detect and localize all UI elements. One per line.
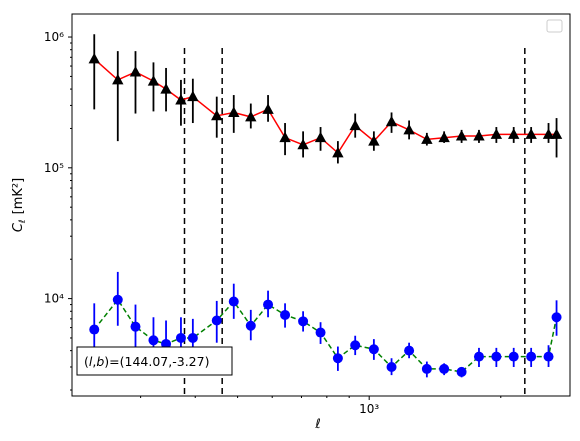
- series-1-point: [526, 351, 537, 362]
- series-0-point: [279, 131, 291, 143]
- series-layer: [88, 34, 563, 378]
- series-0-point: [245, 110, 257, 122]
- series-1-point: [386, 361, 397, 372]
- series-0: [88, 34, 563, 164]
- y-axis-label: Cℓ [mK²]: [11, 178, 28, 232]
- annotation-box: [76, 346, 233, 376]
- series-1: [89, 271, 562, 378]
- series-0-point: [508, 128, 520, 139]
- series-0-point: [297, 138, 309, 150]
- x-axis: 10³: [140, 396, 502, 416]
- series-1-point: [543, 351, 554, 362]
- series-1-point: [228, 296, 239, 307]
- series-1-point: [112, 294, 123, 305]
- series-0-point: [490, 128, 503, 139]
- series-0-point: [421, 133, 433, 144]
- series-1-point: [315, 327, 326, 338]
- y-axis-label-main: C: [11, 222, 26, 232]
- legend: [546, 19, 563, 33]
- series-0-point: [550, 128, 563, 139]
- x-tick-label: 10³: [359, 402, 379, 416]
- y-axis: 10⁴ 10⁵ 10⁶: [44, 30, 72, 391]
- series-0-point: [112, 73, 124, 85]
- annotation: (l,b)=(144.07,-3.27): [76, 346, 233, 376]
- series-0-point: [455, 130, 468, 141]
- series-0-point: [332, 146, 344, 158]
- series-0-point: [129, 66, 142, 77]
- series-1-point: [161, 338, 172, 349]
- y-axis-label-unit: [mK²]: [11, 178, 26, 215]
- series-0-point: [368, 135, 380, 146]
- series-0-point: [542, 128, 555, 139]
- series-1-point: [130, 321, 141, 332]
- series-1-point: [551, 312, 562, 323]
- plot-frame: [71, 13, 571, 397]
- series-0-point: [88, 52, 100, 64]
- legend-box: [546, 19, 563, 33]
- annotation-text: (l,b)=(144.07,-3.27): [84, 354, 209, 369]
- series-1-point: [89, 324, 100, 335]
- series-0-point: [349, 119, 361, 131]
- series-1-point: [211, 315, 222, 326]
- y-tick-label: 10⁵: [44, 161, 64, 175]
- series-1-point: [508, 351, 519, 362]
- series-1-line: [93, 298, 558, 373]
- series-1-point: [421, 363, 432, 374]
- series-1-point: [491, 351, 502, 362]
- series-1-point: [148, 335, 159, 346]
- y-tick-label: 10⁶: [44, 30, 64, 44]
- series-1-point: [368, 344, 379, 355]
- series-1-point: [298, 316, 309, 327]
- series-0-point: [211, 109, 223, 121]
- series-0-line: [93, 58, 557, 155]
- series-1-point: [245, 320, 256, 331]
- series-1-point: [456, 366, 467, 377]
- series-0-point: [187, 90, 199, 102]
- series-0-point: [262, 103, 274, 114]
- series-1-point: [439, 363, 450, 374]
- series-0-point: [147, 75, 160, 86]
- series-1-point: [350, 340, 361, 351]
- annotation-b: b: [96, 354, 104, 369]
- y-axis-label-sub: ℓ: [18, 219, 28, 224]
- series-0-point: [175, 94, 187, 105]
- series-0-point: [228, 106, 240, 117]
- series-1-point: [404, 345, 415, 356]
- series-1-point: [280, 309, 291, 320]
- series-0-point: [385, 115, 398, 127]
- series-1-point: [473, 351, 484, 362]
- series-1-point: [332, 353, 343, 364]
- series-1-point: [175, 332, 186, 343]
- series-0-point: [525, 128, 537, 139]
- series-0-point: [473, 130, 485, 141]
- series-0-point: [160, 83, 172, 94]
- annotation-l: l: [89, 354, 93, 369]
- series-0-point: [403, 123, 415, 135]
- series-1-point: [263, 299, 274, 310]
- series-1-point: [187, 332, 198, 343]
- series-0-point: [314, 131, 327, 143]
- x-axis-label: ℓ: [314, 417, 320, 432]
- series-0-point: [438, 131, 450, 143]
- annotation-values: )=(144.07,-3.27): [104, 354, 209, 369]
- y-tick-label: 10⁴: [44, 292, 64, 306]
